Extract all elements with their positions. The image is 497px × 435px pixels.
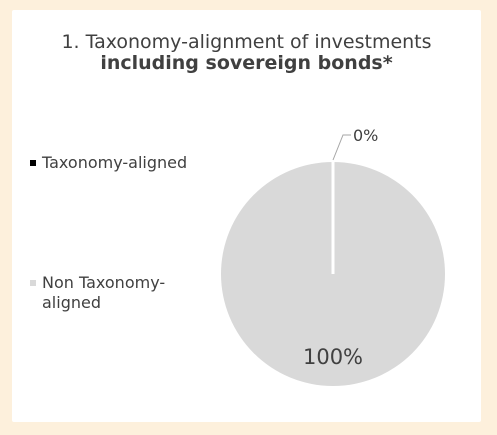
legend-swatch-taxonomy-aligned (30, 160, 36, 166)
legend-swatch-non-taxonomy-aligned (30, 280, 36, 286)
chart-title: 1. Taxonomy-alignment of investments inc… (12, 32, 481, 74)
chart-title-bold: including sovereign bonds* (100, 52, 393, 74)
pie-chart: 0% 100% (221, 126, 445, 386)
data-label-taxonomy-aligned: 0% (353, 126, 378, 145)
legend-label-taxonomy-aligned: Taxonomy-aligned (42, 153, 188, 172)
legend-label-non-taxonomy-aligned: Non Taxonomy-aligned (42, 273, 166, 312)
data-label-non-taxonomy-aligned: 100% (303, 345, 363, 369)
chart-card: 1. Taxonomy-alignment of investments inc… (12, 10, 481, 422)
chart-title-regular: 1. Taxonomy-alignment of investments (61, 31, 432, 53)
data-label-leader-taxonomy-aligned (332, 134, 351, 161)
